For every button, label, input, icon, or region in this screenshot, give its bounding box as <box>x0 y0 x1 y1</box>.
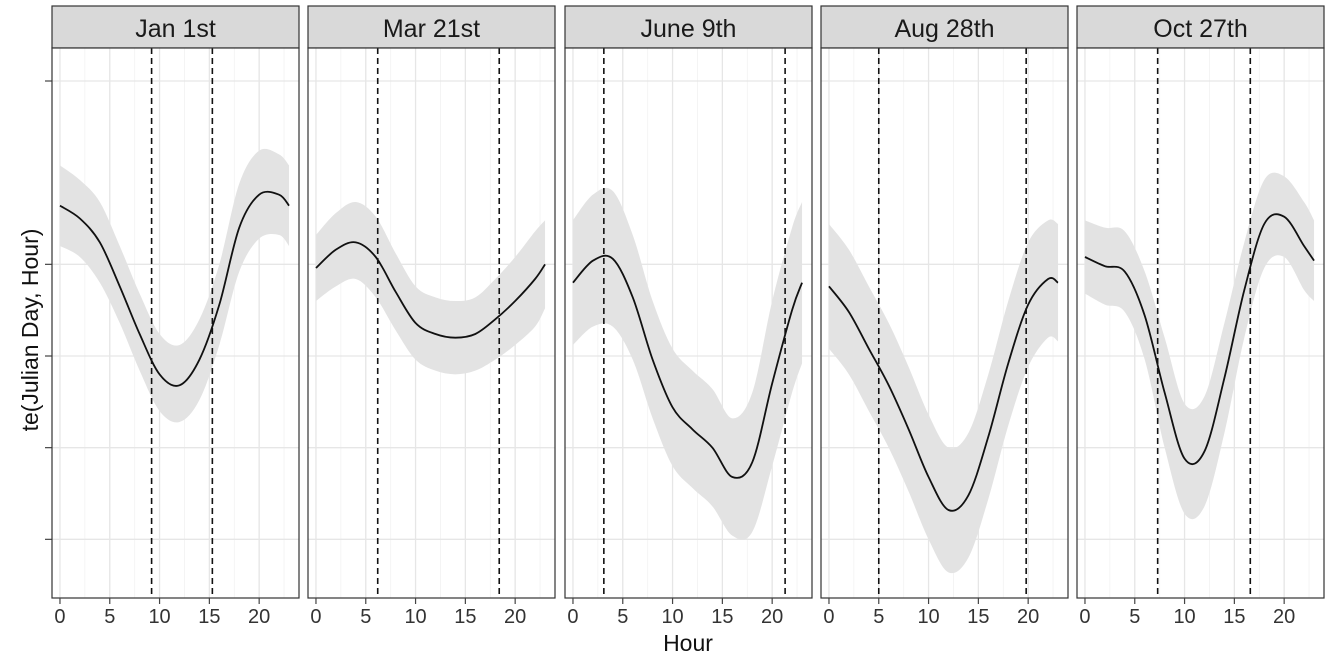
fitted-curve <box>315 241 546 339</box>
facet-panel: Jan 1st 0 5 10 15 20 <box>51 5 300 628</box>
x-axis-title: Hour <box>663 630 713 656</box>
x-tick-label: 20 <box>1273 606 1295 628</box>
y-axis <box>45 80 52 540</box>
x-tick-label: 20 <box>1017 606 1039 628</box>
confidence-band <box>572 187 803 540</box>
x-tick-label: 0 <box>54 606 65 628</box>
x-tick-label: 10 <box>1173 606 1195 628</box>
x-tick-label: 5 <box>1129 606 1140 628</box>
x-tick-label: 15 <box>967 606 989 628</box>
facet-strip-label: Mar 21st <box>383 15 480 43</box>
panel-border <box>564 47 813 599</box>
x-tick-label: 10 <box>404 606 426 628</box>
facet-strip-label: June 9th <box>641 15 737 43</box>
x-tick-label: 15 <box>454 606 476 628</box>
x-tick-label: 15 <box>198 606 220 628</box>
x-tick-label: 0 <box>1079 606 1090 628</box>
facet-strip-label: Aug 28th <box>894 15 994 43</box>
fitted-curve <box>1084 213 1315 466</box>
facet-strip <box>564 5 813 49</box>
x-tick-label: 5 <box>104 606 115 628</box>
x-tick-label: 5 <box>360 606 371 628</box>
x-tick-label: 10 <box>148 606 170 628</box>
x-tick-label: 20 <box>504 606 526 628</box>
x-tick-label: 15 <box>1223 606 1245 628</box>
y-axis-title: te(Julian Day, Hour) <box>17 229 43 432</box>
panel-background <box>1077 48 1324 598</box>
facet-panel: Oct 27th 0 5 10 15 20 <box>1076 5 1325 628</box>
confidence-band <box>59 148 290 423</box>
facet-strip <box>1076 5 1325 49</box>
fitted-curve <box>59 190 290 387</box>
facet-panel: Aug 28th 0 5 10 15 20 <box>820 5 1069 628</box>
facet-strip-label: Oct 27th <box>1153 15 1248 43</box>
x-tick-label: 20 <box>248 606 270 628</box>
facet-panel: June 9th 0 5 10 15 20 <box>564 5 813 628</box>
facet-panel: Mar 21st 0 5 10 15 20 <box>307 5 556 628</box>
x-tick-label: 0 <box>823 606 834 628</box>
panel-border <box>820 47 1069 599</box>
facet-panels: Jan 1st 0 5 10 15 20 Mar 21st 0 5 10 15 20 June 9th 0… <box>45 5 1325 628</box>
x-tick-label: 5 <box>617 606 628 628</box>
panel-border <box>1076 47 1325 599</box>
facet-strip <box>307 5 556 49</box>
x-tick-label: 20 <box>761 606 783 628</box>
panel-border <box>307 47 556 599</box>
panel-border <box>51 47 300 599</box>
panel-background <box>52 48 299 598</box>
x-tick-label: 10 <box>661 606 683 628</box>
fitted-curve <box>572 254 803 479</box>
confidence-band <box>1084 172 1315 520</box>
confidence-band <box>828 219 1059 574</box>
x-tick-label: 5 <box>873 606 884 628</box>
fitted-curve <box>828 277 1059 512</box>
x-tick-label: 15 <box>711 606 733 628</box>
x-tick-label: 10 <box>917 606 939 628</box>
facet-strip-label: Jan 1st <box>135 15 216 43</box>
facet-strip <box>51 5 300 49</box>
x-tick-label: 0 <box>567 606 578 628</box>
confidence-band <box>315 201 546 375</box>
facet-strip <box>820 5 1069 49</box>
x-tick-label: 0 <box>310 606 321 628</box>
